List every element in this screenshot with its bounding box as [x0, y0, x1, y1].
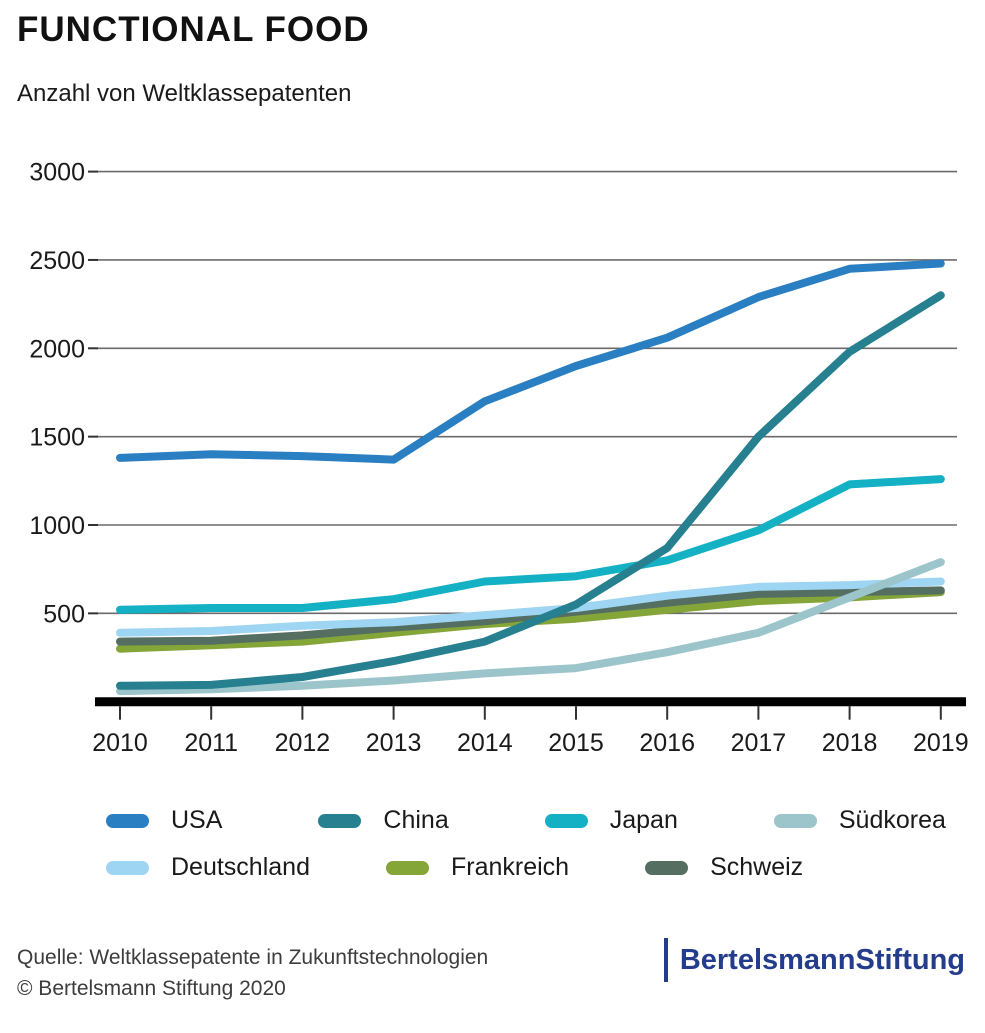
bertelsmann-stiftung-logo: BertelsmannStiftung [663, 938, 965, 982]
page-subtitle: Anzahl von Weltklassepatenten [17, 80, 352, 107]
copyright-line: © Bertelsmann Stiftung 2020 [17, 977, 286, 1000]
legend-swatch-südkorea [773, 813, 817, 828]
legend-label-usa: USA [171, 806, 223, 834]
x-tick-label: 2018 [822, 729, 878, 757]
page-title: FUNCTIONAL FOOD [17, 10, 370, 49]
legend-label-deutschland: Deutschland [171, 853, 310, 881]
legend-label-frankreich: Frankreich [450, 853, 570, 881]
legend-item-frankreich: Frankreich [385, 853, 570, 882]
y-tick-label: 3000 [29, 159, 85, 187]
series-line-china [116, 291, 945, 690]
x-tick-label: 2013 [366, 729, 422, 757]
x-tick-label: 2019 [913, 729, 969, 757]
series-line-japan [116, 475, 945, 614]
y-tick-label: 2000 [29, 335, 85, 363]
x-tick-label: 2016 [639, 729, 695, 757]
legend-item-südkorea: Südkorea [773, 806, 946, 835]
legend-row-2: Deutschland Frankreich Schweiz [0, 853, 985, 882]
series-line-usa [116, 259, 945, 464]
line-chart: 500 1000 1500 2000 2500 3000 2010 2011 2012 2013 2… [29, 159, 969, 757]
logo-bar [663, 938, 668, 982]
chart-legend: USA China Japan Südkorea Deutschland Frankre… [0, 806, 985, 882]
legend-swatch-schweiz [645, 860, 689, 875]
series-line-deutschland [116, 577, 945, 637]
source-line: Quelle: Weltklassepatente in Zukunftstec… [17, 946, 489, 969]
x-tick-label: 2011 [184, 729, 238, 757]
legend-label-schweiz: Schweiz [710, 853, 804, 881]
series-line-schweiz [116, 586, 945, 646]
legend-item-china: China [318, 806, 449, 835]
legend-swatch-japan [544, 813, 588, 828]
x-tick-label: 2014 [457, 729, 513, 757]
logo-text-regular: Bertelsmann [679, 943, 856, 976]
y-tick-label: 500 [43, 600, 85, 628]
x-tick-label: 2012 [275, 729, 331, 757]
y-tick-label: 1000 [29, 512, 85, 540]
legend-swatch-deutschland [106, 860, 149, 875]
legend-item-usa: USA [106, 806, 222, 835]
legend-item-schweiz: Schweiz [645, 853, 803, 882]
legend-item-deutschland: Deutschland [106, 853, 310, 882]
legend-swatch-china [318, 813, 362, 828]
legend-row-1: USA China Japan Südkorea [0, 806, 985, 835]
legend-label-china: China [383, 806, 449, 834]
legend-label-japan: Japan [609, 806, 678, 834]
x-tick-label: 2010 [92, 729, 148, 757]
x-tick-label: 2015 [548, 729, 604, 757]
legend-swatch-usa [106, 813, 149, 828]
x-tick-label: 2017 [731, 729, 787, 757]
series-line-südkorea [116, 558, 945, 696]
logo-text: BertelsmannStiftung [680, 944, 965, 977]
legend-label-südkorea: Südkorea [838, 806, 946, 834]
logo-text-bold: Stiftung [855, 943, 965, 976]
legend-item-japan: Japan [544, 806, 678, 835]
y-tick-label: 2500 [29, 247, 85, 275]
source-block: Quelle: Weltklassepatente in Zukunftstec… [17, 942, 488, 1004]
y-tick-label: 1500 [29, 424, 85, 452]
legend-swatch-frankreich [385, 860, 429, 875]
